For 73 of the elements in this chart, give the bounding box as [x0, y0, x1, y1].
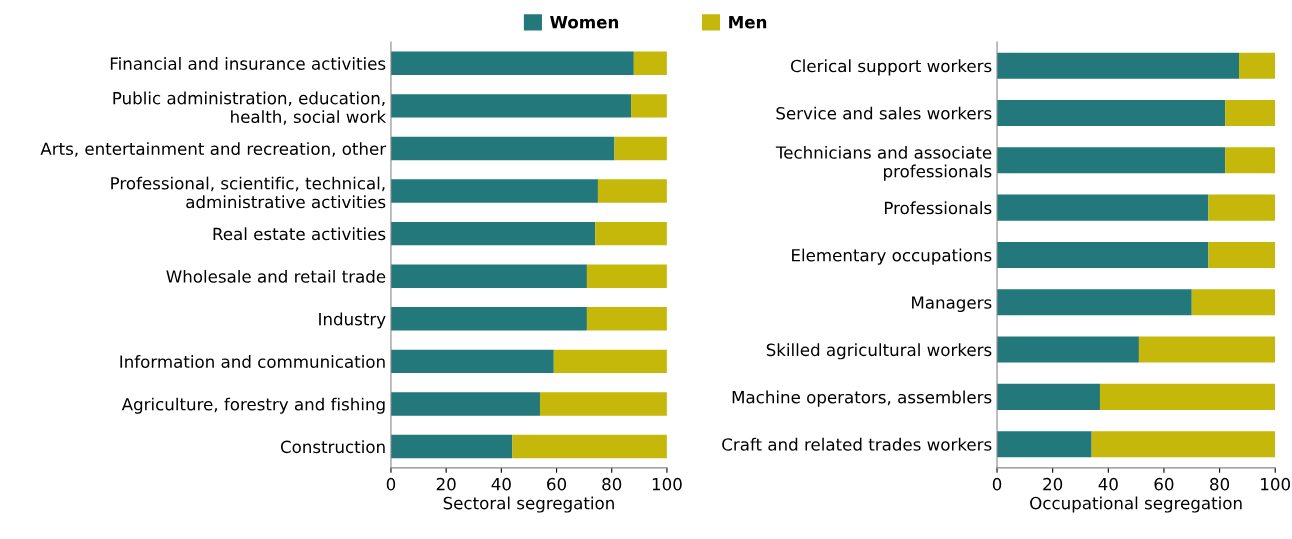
x-tick-label: 20 — [1043, 477, 1063, 491]
x-tick-label: 40 — [1098, 477, 1118, 491]
bar — [614, 136, 667, 161]
y-tick-label: Information and communication — [120, 355, 385, 368]
y-tick-label: Industry — [319, 312, 386, 329]
x-tick-label: 60 — [1154, 477, 1174, 491]
y-tick-label: Agriculture, forestry and fishing — [121, 397, 385, 414]
x-axis-title: Sectoral segregation — [443, 496, 614, 513]
bar — [390, 392, 540, 416]
bar — [1239, 52, 1276, 79]
y-tick-label: Public administration, education, health, social work — [113, 91, 387, 125]
y-tick-label: Clerical support workers — [791, 59, 992, 76]
y-tick-label: Financial and insurance activities — [110, 57, 386, 70]
bar — [997, 431, 1092, 458]
bar — [997, 52, 1240, 79]
bar — [1099, 383, 1276, 410]
bar — [586, 264, 667, 288]
bar — [1225, 100, 1276, 127]
y-tick-label: Managers — [912, 296, 992, 313]
x-tick-label: 80 — [1210, 477, 1230, 491]
bar — [997, 383, 1100, 410]
x-tick-label: 100 — [652, 477, 682, 491]
bar — [390, 51, 634, 76]
x-tick-label: 100 — [1261, 477, 1290, 491]
bar — [997, 241, 1209, 268]
y-tick-label: Construction — [280, 440, 385, 454]
y-tick-label: Arts, entertainment and recreation, other — [40, 142, 387, 157]
bar — [390, 307, 587, 331]
x-axis-title: Occupational segregation — [1030, 496, 1242, 513]
bar — [553, 349, 667, 374]
y-tick-label: Craft and related trades workers — [722, 437, 992, 451]
bar — [1138, 336, 1276, 363]
x-tick-label: 40 — [491, 477, 511, 491]
bar — [586, 307, 667, 331]
bar — [390, 179, 598, 203]
bar — [1208, 194, 1276, 221]
y-tick-label: Machine operators, assemblers — [732, 390, 992, 407]
bar — [1208, 241, 1276, 268]
y-tick-label: Wholesale and retail trade — [166, 269, 386, 283]
x-tick-label: 60 — [547, 477, 567, 491]
y-tick-label: Skilled agricultural workers — [766, 343, 992, 360]
y-tick-label: Technicians and associate professionals — [775, 145, 992, 181]
bar — [997, 336, 1139, 363]
bar — [631, 94, 667, 118]
bar — [539, 392, 667, 416]
x-tick-label: 20 — [436, 477, 456, 491]
bar — [1091, 431, 1276, 458]
bar — [595, 221, 667, 246]
bar — [997, 100, 1226, 127]
bar — [390, 136, 615, 161]
y-tick-label: Elementary occupations — [792, 248, 992, 265]
y-tick-label: Professional, scientific, technical, administrative activities — [111, 176, 386, 209]
bar — [390, 264, 587, 288]
bar — [997, 147, 1226, 174]
bar — [1191, 289, 1276, 316]
bar — [390, 349, 554, 374]
bar — [1225, 147, 1276, 174]
x-tick-label: 80 — [602, 477, 622, 491]
x-tick-label: 0 — [992, 477, 1002, 491]
bar — [997, 194, 1209, 221]
y-tick-label: Professionals — [884, 201, 992, 215]
bar — [997, 289, 1192, 316]
legend-label: Women — [550, 16, 619, 29]
bar — [512, 434, 667, 459]
y-tick-label: Real estate activities — [213, 227, 386, 241]
legend-label: Men — [729, 16, 767, 29]
bar — [390, 94, 632, 118]
x-tick-label: 0 — [386, 477, 396, 491]
bar — [597, 179, 667, 203]
bar — [390, 221, 596, 246]
bar — [633, 51, 667, 76]
bar — [390, 434, 513, 459]
y-tick-label: Service and sales workers — [776, 106, 992, 120]
